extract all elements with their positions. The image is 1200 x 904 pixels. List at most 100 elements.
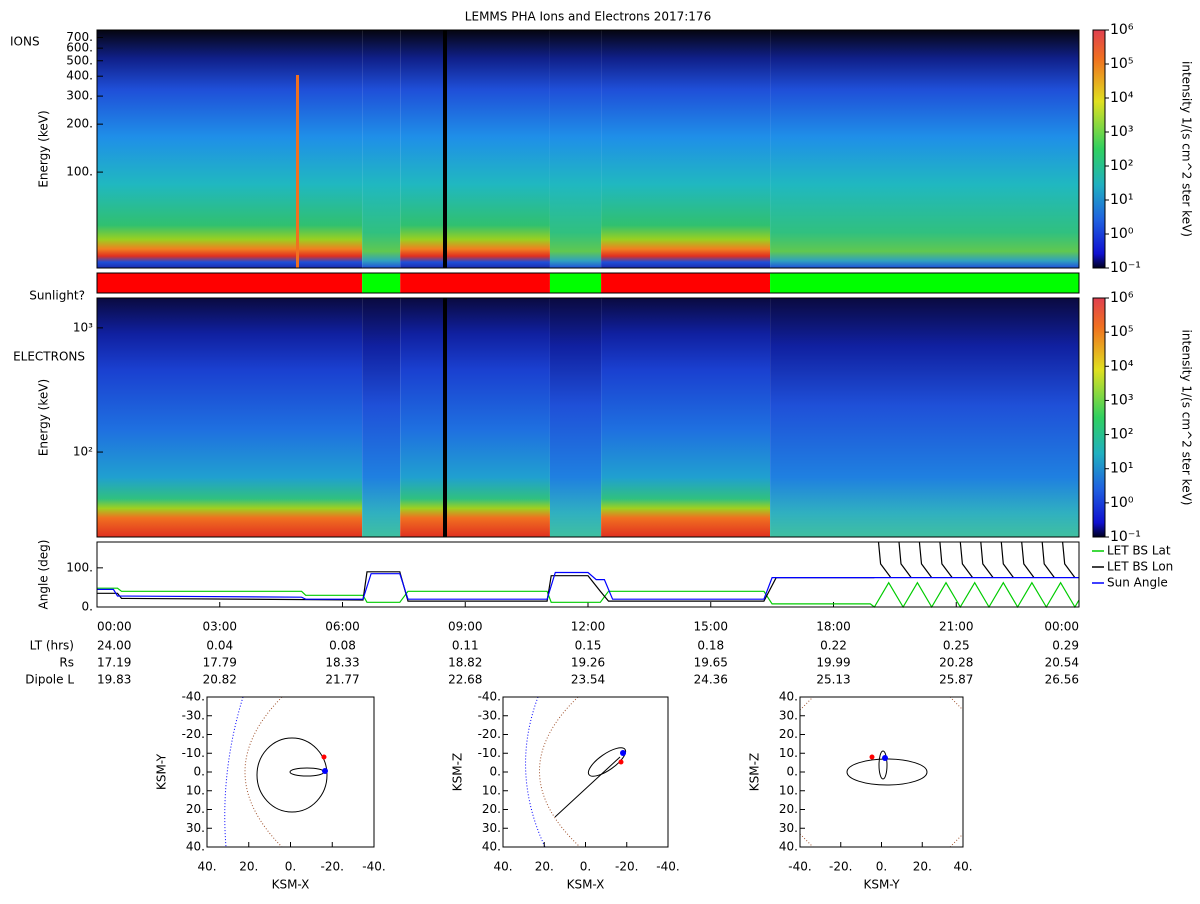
x-tick-label: 20.: [535, 860, 554, 874]
y-axis-label: Energy (keV): [37, 379, 51, 456]
colorbar-tick-label: 10²: [1110, 158, 1133, 174]
row-value: 26.56: [1045, 673, 1079, 687]
frame: [799, 696, 964, 848]
magnetopause: [224, 696, 244, 848]
spectrogram-bg: [97, 30, 363, 268]
x-tick-label: -40.: [788, 860, 811, 874]
x-tick-label: 00:00: [97, 620, 132, 634]
x-tick-label: 0.: [285, 860, 296, 874]
legend-label: LET BS Lat: [1107, 544, 1171, 558]
row-value: 24.00: [97, 639, 131, 653]
colorbar-tick-label: 10⁵: [1110, 56, 1133, 72]
y-tick-label: 200.: [66, 117, 93, 131]
y-tick-label: -30.: [478, 708, 501, 722]
chart-title: LEMMS PHA Ions and Electrons 2017:176: [465, 10, 711, 24]
y-tick-label: 40.: [186, 840, 205, 854]
y-tick-label: 40.: [779, 690, 798, 704]
y-tick-label: 10.: [482, 783, 501, 797]
orbit: [289, 767, 325, 777]
y-axis-label: KSM-Y: [155, 753, 169, 790]
y-tick-label: 10.: [779, 746, 798, 760]
y-tick-label: 40.: [779, 840, 798, 854]
row-value: 19.99: [816, 656, 850, 670]
state-segment: [97, 273, 363, 293]
frame: [96, 541, 1080, 608]
state-segment: [549, 273, 602, 293]
magnetopause: [525, 696, 546, 848]
spectrogram-bg: [549, 30, 602, 268]
spectrogram-bg: [400, 30, 550, 268]
y-tick-label: 300.: [66, 89, 93, 103]
frame: [502, 696, 669, 848]
row-value: 20.54: [1045, 656, 1079, 670]
marker: [322, 768, 328, 774]
y-axis-label: Angle (deg): [37, 540, 51, 610]
x-tick-label: 09:00: [448, 620, 483, 634]
x-axis-label: KSM-X: [567, 878, 605, 892]
row-value: 19.65: [694, 656, 728, 670]
spectrogram-bg: [770, 30, 1079, 268]
colorbar-tick-label: 10⁰: [1110, 495, 1134, 511]
row-value: 21.77: [325, 673, 359, 687]
colorbar-tick-label: 10⁶: [1110, 22, 1134, 38]
y-tick-label: -40.: [182, 690, 205, 704]
row-value: 19.83: [97, 673, 131, 687]
x-tick-label: -20.: [829, 860, 852, 874]
y-tick-label: -20.: [478, 727, 501, 741]
colorbar-tick-label: 10⁰: [1110, 226, 1134, 242]
row-value: 22.68: [448, 673, 482, 687]
orbit: [878, 750, 888, 780]
x-tick-label: 00:00: [1044, 620, 1079, 634]
row-label: Dipole L: [25, 673, 74, 687]
row-value: 0.22: [820, 639, 847, 653]
colorbar: [1092, 29, 1106, 269]
row-value: 17.79: [203, 656, 237, 670]
y-axis-label: Energy (keV): [37, 110, 51, 187]
y-tick-label: 0.: [82, 600, 93, 614]
row-value: 0.08: [329, 639, 356, 653]
row-value: 0.29: [1052, 639, 1079, 653]
marker: [882, 755, 888, 761]
row-value: 18.82: [448, 656, 482, 670]
y-tick-label: 500.: [66, 53, 93, 67]
row-label: LT (hrs): [30, 639, 74, 653]
spectrogram-bg: [549, 298, 602, 537]
spectrogram-bg: [362, 30, 401, 268]
x-tick-label: 40.: [197, 860, 216, 874]
y-tick-label: 10.: [779, 783, 798, 797]
legend-label: LET BS Lon: [1107, 560, 1173, 574]
row-value: 20.82: [203, 673, 237, 687]
x-axis-label: KSM-X: [272, 878, 310, 892]
y-tick-label: 30.: [482, 821, 501, 835]
colorbar-tick-label: 10¹: [1110, 461, 1133, 477]
y-tick-label: 100.: [66, 165, 93, 179]
panel-label: ELECTRONS: [13, 350, 85, 364]
x-tick-label: 20.: [913, 860, 932, 874]
colorbar-tick-label: 10³: [1110, 124, 1133, 140]
row-value: 17.19: [97, 656, 131, 670]
frame: [96, 297, 1080, 538]
y-tick-label: 0.: [787, 765, 798, 779]
row-value: 0.18: [697, 639, 724, 653]
row-value: 23.54: [571, 673, 605, 687]
colorbar-tick-label: 10¹: [1110, 192, 1133, 208]
x-tick-label: 21:00: [939, 620, 974, 634]
bow-shock: [799, 696, 964, 848]
y-axis-label: KSM-Z: [451, 753, 465, 791]
orbit-traces: [224, 696, 964, 848]
orbit: [256, 737, 328, 813]
spectrogram-bg: [601, 30, 771, 268]
y-tick-label: 0.: [490, 765, 501, 779]
spectrogram-bg: [362, 298, 401, 537]
row-value: 25.13: [816, 673, 850, 687]
y-tick-label: 10.: [186, 783, 205, 797]
row-value: 18.33: [325, 656, 359, 670]
y-tick-label: 100.: [66, 560, 93, 574]
state-segment: [362, 273, 401, 293]
spectrogram-bg: [770, 298, 1079, 537]
y-tick-label: 10²: [73, 445, 93, 459]
spike: [296, 75, 299, 268]
